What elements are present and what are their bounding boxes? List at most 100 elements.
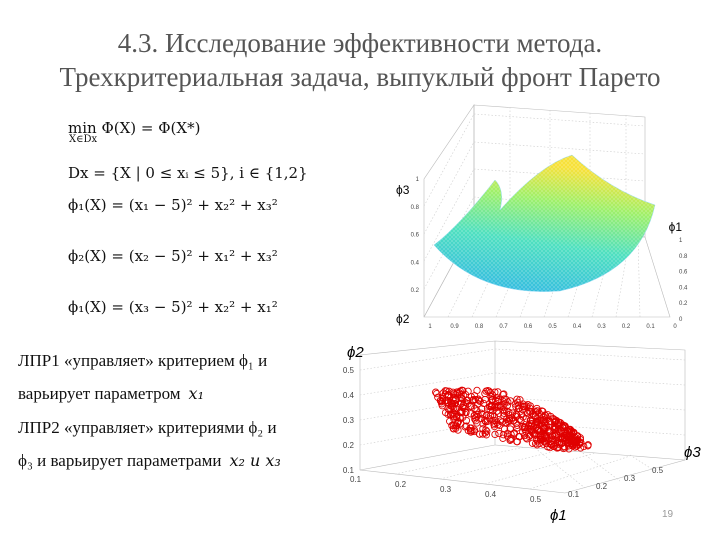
scatter-point xyxy=(467,393,475,401)
scatter-point xyxy=(454,426,462,434)
scatter-point xyxy=(524,424,532,432)
scatter-point xyxy=(506,397,514,405)
scatter-depth-tick: 0.1 xyxy=(568,490,580,499)
surface-bottom-tick: 0.6 xyxy=(524,324,533,330)
scatter-point xyxy=(444,405,452,413)
domain-formula: Dx = {X | 0 ≤ xᵢ ≤ 5}, i ∈ {1,2} xyxy=(68,164,308,182)
surface-vertical-ticks: 1 0.8 0.6 0.4 0.2 xyxy=(411,177,420,294)
scatter-points xyxy=(432,386,592,453)
scatter-point xyxy=(486,403,494,411)
scatter-point xyxy=(513,437,521,446)
scatter-y-tick: 0.5 xyxy=(343,366,355,375)
surface-right-tick: 0.6 xyxy=(679,270,688,276)
scatter-point xyxy=(488,411,497,419)
scatter-point xyxy=(505,415,514,423)
scatter-point xyxy=(444,391,452,399)
scatter-point xyxy=(533,441,541,449)
scatter-point xyxy=(489,417,497,425)
scatter-x-tick: 0.3 xyxy=(440,485,452,494)
phi3-formula: ϕ₁(X) = (x₃ − 5)² + x₂² + x₁² xyxy=(68,298,278,316)
description-line-2-var: x₁ xyxy=(188,384,204,403)
scatter-point xyxy=(557,427,566,436)
scatter-point xyxy=(467,402,476,410)
description-line-4-text: ϕ₃ и варьирует параметрами xyxy=(18,451,222,470)
scatter-y-tick: 0.4 xyxy=(343,391,355,400)
scatter-point xyxy=(538,407,546,415)
scatter-right-axis-label: ϕ3 xyxy=(684,444,701,461)
scatter-point xyxy=(483,417,492,426)
scatter-point xyxy=(461,423,469,431)
scatter-point xyxy=(438,397,446,405)
scatter-point xyxy=(477,409,485,417)
scatter-point xyxy=(499,431,508,439)
scatter-x-tick: 0.1 xyxy=(350,475,362,484)
description-line-4-var: x₂ и x₃ xyxy=(229,451,281,470)
scatter-point xyxy=(557,440,565,448)
surface-vertical-axis-label: ϕ3 xyxy=(396,183,410,197)
scatter-point xyxy=(470,411,478,420)
scatter-point xyxy=(432,388,440,396)
scatter-point xyxy=(531,440,540,448)
description-line-4: ϕ₃ и варьирует параметрами x₂ и x₃ xyxy=(18,451,281,471)
surface-bottom-tick: 0 xyxy=(673,324,677,330)
scatter-point xyxy=(558,423,567,432)
scatter-point xyxy=(464,387,472,395)
scatter-y-tick: 0.1 xyxy=(343,466,355,475)
scatter-point xyxy=(459,386,467,395)
scatter-point xyxy=(506,436,514,444)
scatter-point xyxy=(514,404,523,413)
scatter-point xyxy=(571,440,579,449)
surface-right-tick: 1 xyxy=(679,238,683,244)
scatter-point xyxy=(482,387,490,395)
scatter-depth-tick: 0.3 xyxy=(624,474,636,483)
scatter-point xyxy=(479,430,487,438)
scatter-point xyxy=(445,387,453,395)
scatter-point xyxy=(467,424,475,432)
scatter-point xyxy=(466,427,475,435)
scatter-point xyxy=(479,425,487,433)
description-line-2: варьирует параметром x₁ xyxy=(18,384,204,404)
scatter-point xyxy=(438,402,446,410)
scatter-y-tick: 0.3 xyxy=(343,416,355,425)
scatter-depth-tick: 0.2 xyxy=(596,482,608,491)
scatter-point xyxy=(576,444,585,452)
scatter-point xyxy=(505,411,513,419)
scatter-point xyxy=(512,419,520,428)
scatter-point xyxy=(449,396,457,405)
description-line-3: ЛПР2 «управляет» критериями ϕ₂ и xyxy=(18,418,277,437)
scatter-point xyxy=(466,410,475,418)
scatter-point xyxy=(538,435,546,443)
scatter-x-ticks: 0.1 0.2 0.3 0.4 0.5 xyxy=(350,475,542,504)
surface-bottom-tick: 0.2 xyxy=(622,324,631,330)
scatter-point xyxy=(478,405,486,413)
scatter-point xyxy=(445,406,453,414)
scatter-point xyxy=(482,431,491,439)
surface-bottom-tick: 0.5 xyxy=(548,324,557,330)
description-line-1: ЛПР1 «управляет» критерием ϕ₁ и xyxy=(18,351,268,370)
scatter-point xyxy=(519,403,528,411)
scatter-point xyxy=(491,430,499,439)
scatter-point xyxy=(584,442,592,450)
scatter-point xyxy=(479,399,488,408)
scatter-point xyxy=(519,400,527,408)
scatter-plot: ϕ2 ϕ3 ϕ1 0.50.40.30.20.1 0.10.20.30.40.5… xyxy=(343,340,701,524)
scatter-point xyxy=(523,409,532,417)
scatter-point xyxy=(557,432,565,440)
scatter-point xyxy=(487,402,495,410)
surface-bottom-tick: 0.7 xyxy=(499,324,508,330)
scatter-point xyxy=(552,418,560,426)
scatter-point xyxy=(551,423,560,431)
surface-bottom-tick: 0.3 xyxy=(597,324,606,330)
surface-right-tick: 0.2 xyxy=(679,301,688,307)
scatter-point xyxy=(567,427,576,435)
scatter-point xyxy=(564,434,572,442)
scatter-point xyxy=(456,387,464,395)
slide-title-line-1: 4.3. Исследование эффективности метода. xyxy=(117,28,603,58)
scatter-point xyxy=(494,388,502,396)
scatter-y-ticks: 0.5 0.4 0.3 0.2 0.1 xyxy=(343,366,355,475)
scatter-point xyxy=(562,424,570,432)
scatter-point xyxy=(506,425,514,433)
surface-vertical-tick: 1 xyxy=(416,177,420,183)
pareto-surface-mesh xyxy=(434,155,655,292)
scatter-point xyxy=(549,432,557,440)
